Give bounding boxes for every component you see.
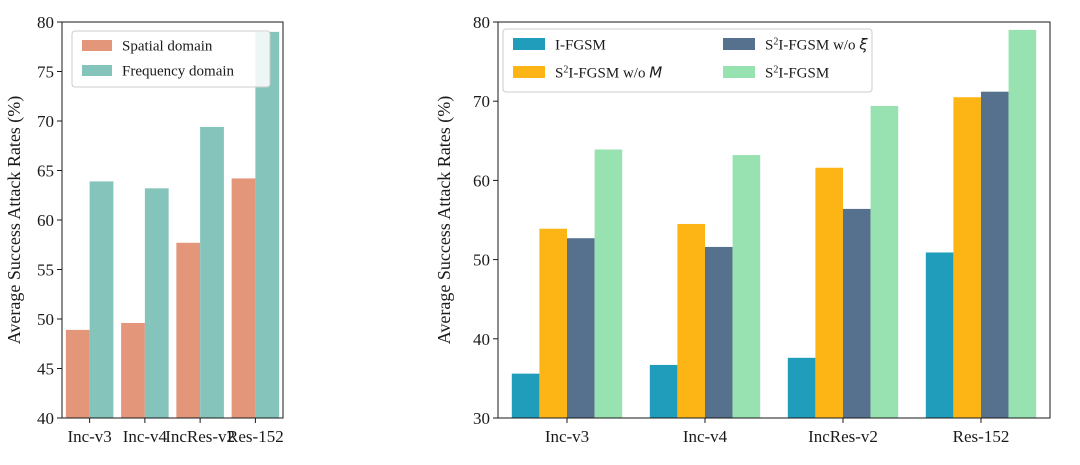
bar-s-i-fgsm-inc-v3: [594, 149, 623, 418]
bar-s-i-fgsm-w-o-m-incres-v2: [815, 167, 843, 418]
legend: I-FGSM S2I-FGSM w/o M S2I-FGSM w/o ξ S2I-FG…: [502, 28, 873, 93]
chart-panel-1: 40 45 50 55 60 65 70 75 80 Inc-v3 Inc-v4IncRes-v2R…: [4, 13, 284, 446]
bar-spatial-domain-incres-v2: [176, 242, 201, 418]
y-axis-label: Average Success Attack Rates (%): [4, 96, 25, 345]
y-axis-label: Average Success Attack Rates (%): [434, 96, 455, 345]
bar-spatial-domain-inc-v4: [121, 322, 145, 418]
x-tick-label: IncRes-v2: [165, 427, 235, 446]
bar-i-fgsm-res-152: [925, 252, 954, 418]
y-tick-label: 80: [473, 13, 490, 32]
y-tick-label: 65: [37, 162, 54, 181]
bar-s-i-fgsm-inc-v4: [732, 155, 761, 418]
x-tick-label: Res-152: [227, 427, 284, 446]
legend: Spatial domain Frequency domain: [71, 30, 271, 88]
legend-swatch: [82, 40, 112, 51]
y-tick-label: 50: [37, 310, 54, 329]
legend-swatch: [723, 66, 755, 78]
legend-label: Spatial domain: [122, 39, 213, 55]
y-tick-label: 60: [473, 171, 490, 190]
bar-frequency-domain-res-152: [255, 31, 280, 419]
y-tick-label: 50: [473, 251, 490, 270]
bar-s-i-fgsm-res-152: [1008, 29, 1037, 418]
x-tick-label: Inc-v4: [123, 427, 168, 446]
x-tick-label: Inc-v3: [67, 427, 111, 446]
legend-label: S2I-FGSM: [765, 64, 829, 82]
y-tick-label: 40: [37, 409, 54, 428]
x-tick-label: IncRes-v2: [808, 427, 878, 446]
x-tick-label: Res-152: [953, 427, 1010, 446]
legend-swatch: [723, 38, 755, 50]
legend-swatch: [82, 65, 112, 76]
y-tick-label: 55: [37, 261, 54, 280]
y-tick-label: 75: [37, 63, 54, 82]
bar-frequency-domain-inc-v3: [89, 181, 114, 418]
bar-s-i-fgsm-w-o-m-res-152: [953, 97, 981, 419]
bar-s-i-fgsm-w-o--inc-v3: [567, 238, 595, 418]
bar-i-fgsm-inc-v3: [511, 373, 540, 418]
bar-i-fgsm-incres-v2: [787, 357, 816, 418]
bar-frequency-domain-inc-v4: [144, 188, 169, 418]
chart-panel-2: 30 40 50 60 70 80 Inc-v3 Inc-v4 IncRes-v2 Res-152…: [434, 13, 1051, 446]
y-tick-label: 30: [473, 409, 490, 428]
legend-label: I-FGSM: [555, 38, 606, 54]
legend-label: S2I-FGSM w/o ξ: [765, 36, 868, 54]
x-tick-label: Inc-v3: [545, 427, 589, 446]
y-tick-label: 70: [473, 92, 490, 111]
y-tick-label: 60: [37, 211, 54, 230]
y-tick-label: 45: [37, 360, 54, 379]
axes-frame: [497, 21, 1051, 419]
bar-frequency-domain-incres-v2: [200, 126, 224, 418]
bar-s-i-fgsm-w-o--incres-v2: [843, 208, 871, 418]
legend-label: Frequency domain: [122, 64, 235, 80]
bar-s-i-fgsm-w-o--inc-v4: [705, 246, 733, 418]
y-tick-label: 70: [37, 112, 54, 131]
y-tick-label: 80: [37, 13, 54, 32]
bar-spatial-domain-inc-v3: [65, 329, 90, 418]
y-tick-label: 40: [473, 330, 490, 349]
bar-i-fgsm-inc-v4: [649, 364, 678, 418]
bar-s-i-fgsm-incres-v2: [870, 105, 899, 418]
bar-s-i-fgsm-w-o--res-152: [981, 91, 1009, 418]
legend-box: [502, 28, 873, 93]
legend-box: [71, 30, 271, 88]
bar-s-i-fgsm-w-o-m-inc-v3: [539, 228, 567, 418]
bar-spatial-domain-res-152: [231, 178, 256, 418]
legend-swatch: [513, 38, 545, 50]
bar-s-i-fgsm-w-o-m-inc-v4: [677, 223, 705, 418]
x-tick-label: Inc-v4: [683, 427, 728, 446]
legend-label: S2I-FGSM w/o M: [555, 64, 662, 82]
legend-swatch: [513, 66, 545, 78]
